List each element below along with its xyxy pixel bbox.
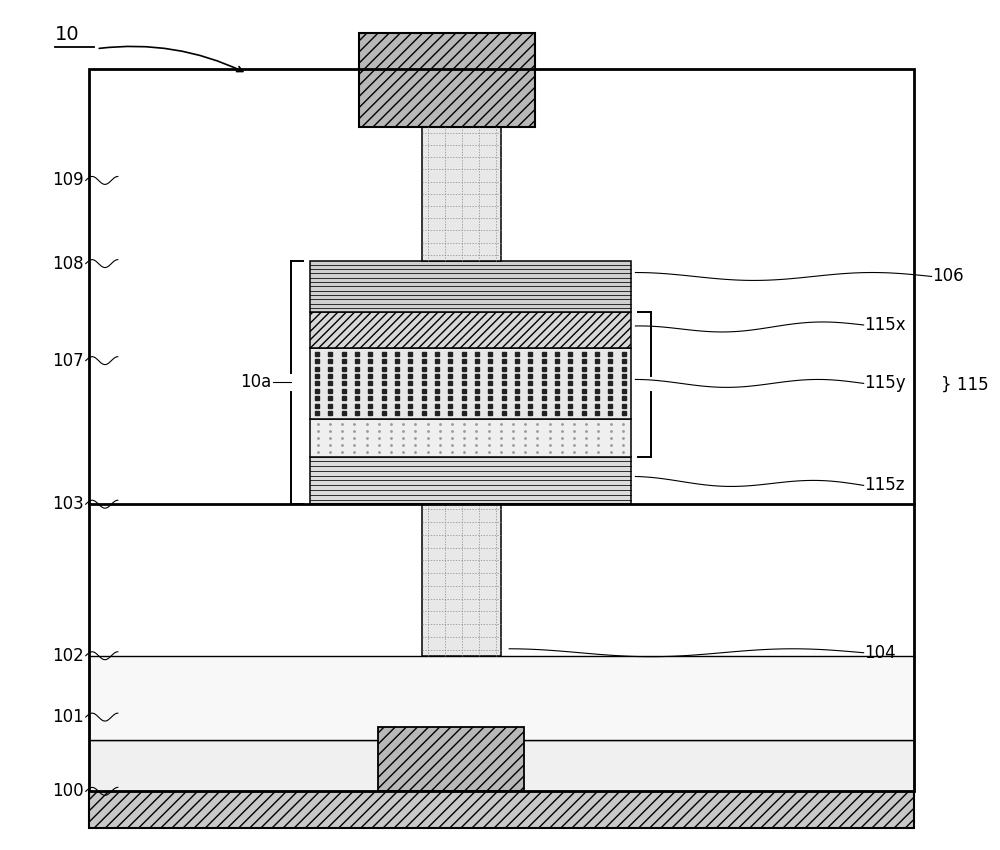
Bar: [310, 348, 631, 419]
Text: 108: 108: [52, 255, 84, 273]
Bar: [422, 127, 501, 261]
Bar: [89, 740, 914, 791]
Text: 115y: 115y: [864, 374, 905, 393]
Bar: [422, 504, 501, 655]
Text: 106: 106: [932, 268, 963, 286]
Text: 107: 107: [52, 352, 84, 370]
Text: 100: 100: [52, 782, 84, 801]
Text: 115x: 115x: [864, 316, 905, 334]
Text: 109: 109: [52, 172, 84, 190]
Text: 102: 102: [52, 647, 84, 665]
Bar: [89, 791, 914, 828]
Bar: [310, 456, 631, 504]
Bar: [89, 655, 914, 740]
Bar: [359, 33, 535, 127]
Bar: [89, 69, 914, 791]
Bar: [310, 261, 631, 312]
Text: 115z: 115z: [864, 476, 904, 495]
Text: } 115: } 115: [941, 376, 989, 394]
Text: 104: 104: [864, 643, 895, 662]
Bar: [310, 312, 631, 348]
Bar: [310, 419, 631, 456]
Text: 101: 101: [52, 708, 84, 726]
Text: 10a: 10a: [240, 373, 271, 391]
Text: 10: 10: [55, 25, 79, 43]
Text: 103: 103: [52, 496, 84, 513]
Bar: [378, 727, 524, 791]
